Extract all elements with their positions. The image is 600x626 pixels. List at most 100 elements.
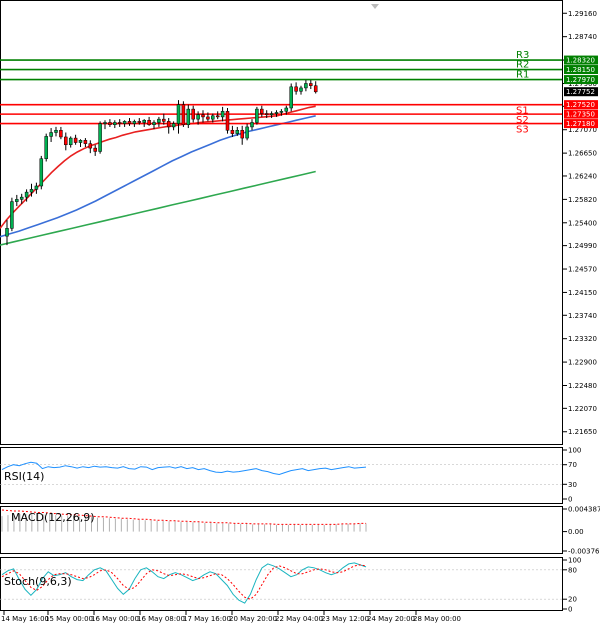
candle-54 <box>269 111 274 119</box>
current-price-tag: 1.27752 <box>566 88 595 96</box>
candle-58 <box>289 83 293 112</box>
candle-body-21 <box>108 122 112 125</box>
time-tick-label-7: 23 May 12:00 <box>321 615 369 623</box>
candle-32 <box>162 113 166 125</box>
candle-body-5 <box>29 189 34 193</box>
price-tick-label-13: 1.23740 <box>568 312 597 320</box>
rsi-panel: RSI(14) <box>0 447 563 504</box>
candle-30 <box>152 120 156 130</box>
level-tag-bg-r2 <box>564 65 598 75</box>
rsi-tick-label-1: 70 <box>568 461 577 469</box>
candle-18 <box>93 144 97 156</box>
candle-28 <box>142 119 146 127</box>
candle-body-19 <box>98 123 102 152</box>
candle-body-23 <box>117 122 122 124</box>
candle-body-50 <box>250 122 254 128</box>
time-tick-label-8: 24 May 20:00 <box>367 615 415 623</box>
candle-body-43 <box>215 115 220 118</box>
candle-3 <box>19 193 24 204</box>
candle-body-51 <box>255 108 259 123</box>
candle-body-14 <box>73 137 78 143</box>
candle-50 <box>250 119 254 131</box>
candle-body-37 <box>186 108 191 125</box>
candle-body-12 <box>64 136 68 146</box>
candle-1 <box>10 197 14 232</box>
candle-body-15 <box>78 140 83 143</box>
candle-7 <box>39 155 44 190</box>
candle-body-59 <box>294 86 298 92</box>
level-tag-r3: 1.28320 <box>566 57 595 65</box>
time-tick-label-1: 15 May 00:00 <box>45 615 93 623</box>
candle-8 <box>44 133 48 162</box>
candle-body-2 <box>15 199 19 202</box>
candle-body-34 <box>171 123 176 128</box>
candle-16 <box>83 138 88 147</box>
price-tick-label-12: 1.24150 <box>568 289 597 297</box>
candle-11 <box>59 126 63 140</box>
candle-body-6 <box>34 185 39 190</box>
candle-body-11 <box>59 130 63 138</box>
rsi-label: RSI(14) <box>4 470 44 483</box>
candle-6 <box>34 182 39 194</box>
price-tick-label-14: 1.23320 <box>568 335 597 343</box>
candle-61 <box>304 80 308 92</box>
level-tag-bg-r3 <box>564 55 598 65</box>
candle-body-53 <box>264 113 269 115</box>
candle-38 <box>191 105 195 123</box>
candle-53 <box>264 110 269 119</box>
candle-24 <box>122 120 127 127</box>
rsi-panel-frame <box>0 447 563 504</box>
ma-red-line <box>0 105 316 229</box>
rsi-tick-label-2: 30 <box>568 481 577 489</box>
candle-46 <box>230 125 235 137</box>
level-label-r2: R2 <box>516 60 529 71</box>
macd-panel-frame <box>0 506 563 554</box>
macd-label: MACD(12,26,9) <box>11 511 95 524</box>
macd-tick-label-1: 0.00 <box>568 528 584 536</box>
macd-tick-label-2: -0.003769 <box>568 548 600 556</box>
candle-21 <box>108 119 112 127</box>
macd-tick-label-0: 0.004387 <box>568 506 600 514</box>
macd-panel: MACD(12,26,9) <box>0 506 563 554</box>
current-price-tag-bg <box>564 87 598 97</box>
price-tick-label-9: 1.25400 <box>568 219 597 227</box>
candle-body-0 <box>5 228 9 237</box>
candle-13 <box>68 136 73 148</box>
candle-59 <box>294 82 298 95</box>
candle-42 <box>211 113 215 123</box>
candle-body-47 <box>235 130 240 134</box>
ma-blue-line <box>0 115 316 238</box>
price-tick-label-16: 1.22480 <box>568 382 597 390</box>
candle-body-35 <box>176 104 181 124</box>
candle-29 <box>147 116 151 126</box>
candle-19 <box>98 121 102 154</box>
price-panel-frame <box>0 0 563 445</box>
stoch-label: Stoch(9,6,3) <box>4 575 72 588</box>
level-tag-s2: 1.27350 <box>566 111 595 119</box>
candle-5 <box>29 183 34 197</box>
rsi-axis: 100 70 30 0 <box>563 447 581 504</box>
candle-14 <box>73 134 78 145</box>
candle-body-62 <box>309 83 313 86</box>
stoch-signal-line <box>1 564 367 600</box>
candle-body-30 <box>152 122 156 125</box>
candle-40 <box>201 110 205 123</box>
candle-body-42 <box>211 115 215 120</box>
candle-49 <box>245 123 249 141</box>
level-tag-bg-s3 <box>564 119 598 129</box>
candle-37 <box>186 104 191 129</box>
stoch-panel: Stoch(9,6,3) <box>0 557 563 611</box>
macd-signal-line <box>1 509 366 525</box>
level-label-r1: R1 <box>516 70 529 81</box>
stoch-tick-label-0: 100 <box>568 557 581 565</box>
stoch-tick-label-2: 20 <box>568 596 577 604</box>
time-tick-label-0: 14 May 16:00 <box>1 615 49 623</box>
candle-51 <box>255 106 259 125</box>
candle-body-58 <box>289 86 293 109</box>
level-tag-s1: 1.27520 <box>566 101 595 109</box>
candle-body-56 <box>279 111 284 113</box>
time-tick-label-4: 17 May 16:00 <box>183 615 231 623</box>
